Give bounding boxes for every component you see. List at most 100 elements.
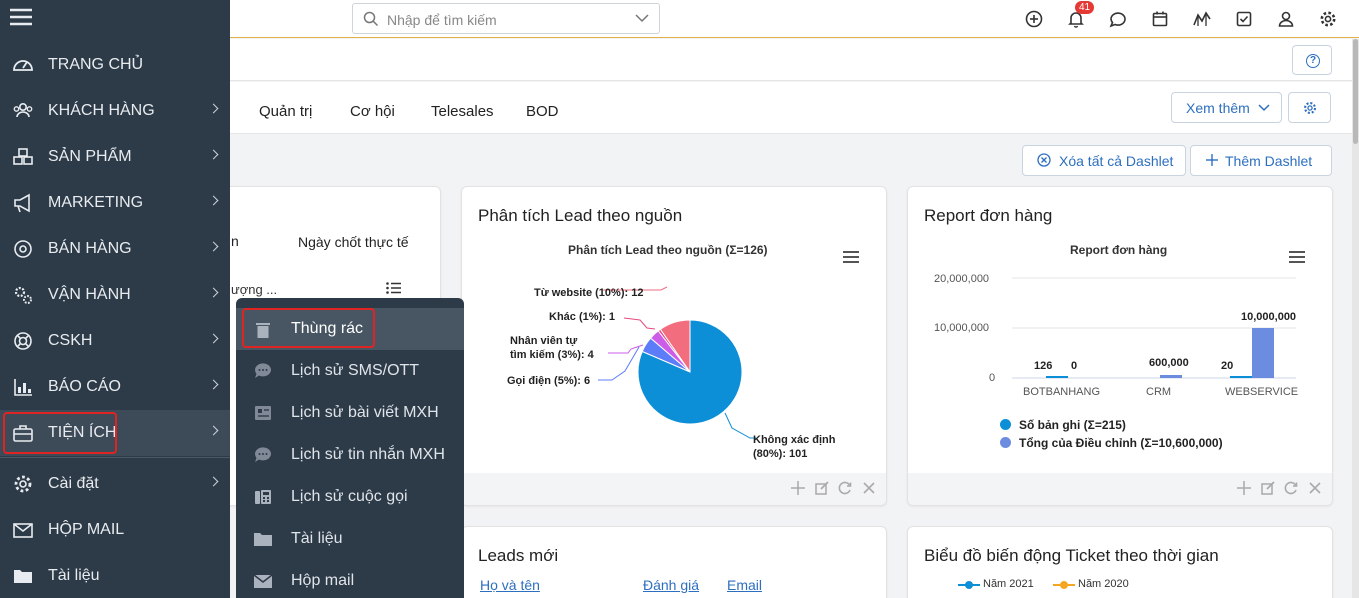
legend-item[interactable]: Số bản ghi (Σ=215): [1019, 418, 1126, 432]
sidebar-item-marketing[interactable]: MARKETING: [0, 180, 230, 226]
dashboard-icon: [13, 60, 33, 71]
legend-item[interactable]: Tổng của Điều chỉnh (Σ=10,600,000): [1019, 436, 1223, 450]
refresh-icon[interactable]: [838, 481, 852, 495]
bar[interactable]: [1046, 376, 1068, 378]
bar-data-label: 126: [1034, 360, 1053, 372]
gear-icon: [14, 475, 32, 493]
refresh-icon[interactable]: [1284, 481, 1298, 495]
bar[interactable]: [1230, 376, 1252, 378]
dashlet-title: Biểu đồ biến động Ticket theo thời gian: [924, 546, 1219, 565]
edit-icon[interactable]: [1261, 481, 1275, 495]
submenu-item-social-posts[interactable]: Lịch sử bài viết MXH: [236, 392, 464, 434]
tab-co-hoi[interactable]: Cơ hội: [350, 103, 395, 120]
tab-quan-tri[interactable]: Quản trị: [259, 103, 313, 120]
submenu-item-mailbox[interactable]: Hộp mail: [236, 560, 464, 598]
column-header-fragment: n: [231, 233, 239, 249]
move-icon[interactable]: [791, 481, 805, 495]
page-scrollbar[interactable]: [1352, 39, 1359, 598]
sidebar-item-documents[interactable]: Tài liệu: [0, 553, 230, 598]
bar-data-label: 600,000: [1149, 357, 1189, 369]
sidebar-item-products[interactable]: SẢN PHẨM: [0, 134, 230, 180]
list-icon[interactable]: [386, 282, 401, 294]
chevron-right-icon: [208, 241, 219, 252]
pie-slice[interactable]: [637, 319, 743, 425]
legend-item[interactable]: Năm 2021: [983, 578, 1034, 590]
submenu-item-documents[interactable]: Tài liệu: [236, 518, 464, 560]
order-bar-chart: [1012, 277, 1296, 379]
chart-menu-icon[interactable]: [843, 251, 859, 263]
chat-bubble-icon[interactable]: [1108, 9, 1128, 29]
submenu-item-call-history[interactable]: Lịch sử cuộc gọi: [236, 476, 464, 518]
move-icon[interactable]: [1237, 481, 1251, 495]
submenu-item-label: Lịch sử cuộc gọi: [291, 488, 408, 505]
megaphone-icon: [14, 193, 30, 213]
sidebar-item-label: HỘP MAIL: [48, 521, 125, 538]
sidebar-item-customers[interactable]: KHÁCH HÀNG: [0, 88, 230, 134]
submenu-item-sms-history[interactable]: Lịch sử SMS/OTT: [236, 350, 464, 392]
submenu-item-trash[interactable]: Thùng rác: [236, 308, 464, 350]
calendar-icon[interactable]: [1150, 9, 1170, 29]
sidebar-item-sales[interactable]: BÁN HÀNG: [0, 226, 230, 272]
chevron-right-icon: [208, 333, 219, 344]
close-icon[interactable]: [1309, 482, 1321, 494]
pie-label-other: Khác (1%): 1: [549, 311, 616, 323]
utilities-submenu: Thùng rác Lịch sử SMS/OTT Lịch sử bài vi…: [236, 298, 464, 598]
sidebar-item-reports[interactable]: BÁO CÁO: [0, 364, 230, 410]
envelope-icon: [253, 574, 273, 588]
sidebar-item-label: Cài đặt: [48, 475, 99, 492]
target-icon: [14, 240, 32, 258]
bar[interactable]: [1160, 375, 1182, 378]
edit-icon[interactable]: [815, 481, 829, 495]
sidebar-item-operations[interactable]: VẬN HÀNH: [0, 272, 230, 318]
sidebar-item-label: MARKETING: [48, 194, 144, 211]
more-tabs-button[interactable]: Xem thêm: [1171, 92, 1282, 123]
search-box[interactable]: Nhập để tìm kiếm: [352, 3, 660, 34]
bar-data-label: 0: [1071, 360, 1078, 372]
add-dashlet-button[interactable]: Thêm Dashlet: [1190, 145, 1332, 176]
bar[interactable]: [1252, 328, 1274, 378]
bar-chart-icon: [14, 379, 32, 396]
sidebar-item-settings[interactable]: Cài đặt: [0, 461, 230, 507]
hamburger-menu-icon[interactable]: [10, 7, 32, 27]
sidebar-item-home[interactable]: TRANG CHỦ: [0, 42, 230, 88]
column-header-name[interactable]: Họ và tên: [480, 577, 540, 593]
legend-item[interactable]: Năm 2020: [1078, 578, 1129, 590]
submenu-item-social-messages[interactable]: Lịch sử tin nhắn MXH: [236, 434, 464, 476]
clear-dashlets-button[interactable]: Xóa tất cả Dashlet: [1022, 145, 1186, 176]
chart-menu-icon[interactable]: [1289, 251, 1305, 263]
settings-icon[interactable]: [1318, 9, 1338, 29]
close-icon[interactable]: [863, 482, 875, 494]
help-button[interactable]: ?: [1292, 45, 1332, 75]
sidebar-item-support[interactable]: CSKH: [0, 318, 230, 364]
user-icon[interactable]: [1276, 9, 1296, 29]
tab-telesales[interactable]: Telesales: [431, 103, 494, 120]
chevron-right-icon: [208, 425, 219, 436]
column-header-close-date: Ngày chốt thực tế: [298, 234, 409, 250]
legend-marker: [1053, 581, 1075, 589]
chevron-down-icon[interactable]: [635, 13, 649, 23]
column-header-rating[interactable]: Đánh giá: [643, 577, 700, 593]
sidebar-item-label: VẬN HÀNH: [48, 286, 131, 303]
stats-icon[interactable]: [1192, 9, 1212, 29]
chevron-down-icon: [1258, 104, 1270, 112]
chat-icon: [254, 447, 271, 462]
checkbox-icon[interactable]: [1234, 9, 1254, 29]
column-header-email[interactable]: Email: [727, 577, 763, 593]
add-circle-icon[interactable]: [1024, 9, 1044, 29]
submenu-item-label: Lịch sử tin nhắn MXH: [291, 446, 445, 463]
phone-icon: [255, 490, 271, 504]
tab-bod[interactable]: BOD: [526, 103, 559, 120]
submenu-item-label: Tài liệu: [291, 530, 343, 547]
mail-icon: [13, 523, 33, 538]
sidebar-item-label: BÁO CÁO: [48, 378, 121, 395]
scrollbar-thumb[interactable]: [1353, 39, 1358, 144]
more-tabs-label: Xem thêm: [1186, 100, 1250, 116]
notification-badge: 41: [1075, 1, 1095, 14]
pie-label-unknown-line2: (80%): 101: [753, 448, 808, 460]
dashboard-settings-button[interactable]: [1288, 92, 1331, 123]
ticket-trend-dashlet: Biểu đồ biến động Ticket theo thời gian …: [907, 526, 1333, 598]
chevron-right-icon: [208, 476, 219, 487]
sidebar-item-mailbox[interactable]: HỘP MAIL: [0, 507, 230, 553]
lead-pie-chart: [598, 286, 756, 439]
search-input[interactable]: Nhập để tìm kiếm: [387, 12, 497, 28]
